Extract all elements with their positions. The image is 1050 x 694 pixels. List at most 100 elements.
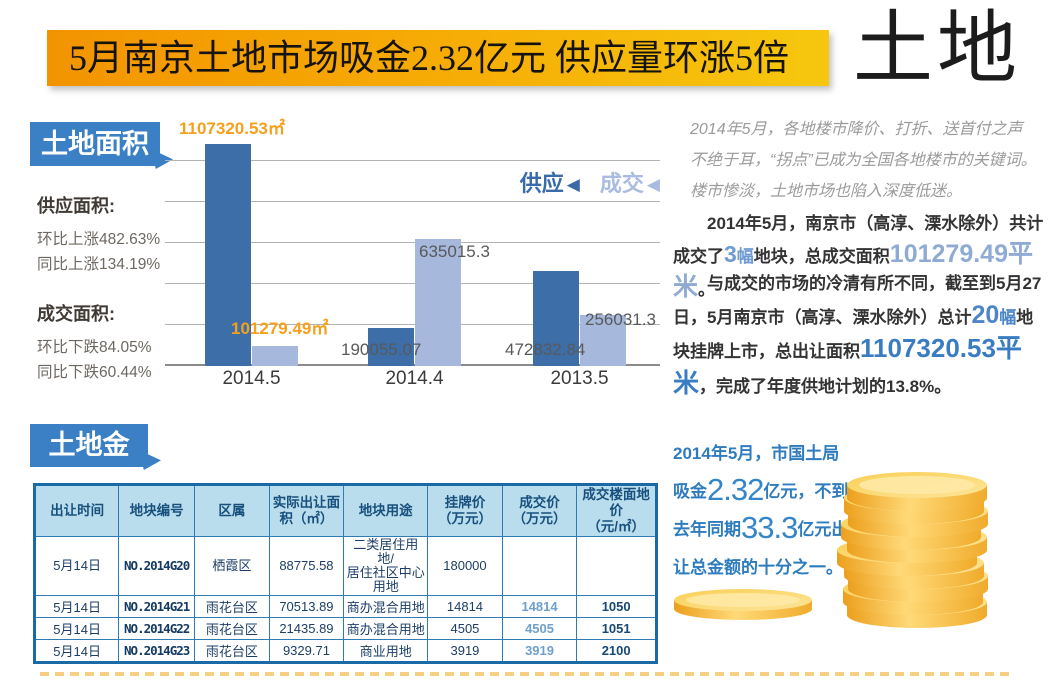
table-cell: 5月14日 — [33, 536, 120, 596]
table-cell: 3919 — [501, 639, 578, 663]
bar-value-label: 101279.49㎡ — [231, 319, 329, 338]
bar-deal-2014.5 — [252, 346, 298, 366]
bar-deal-2014.4 — [415, 239, 461, 366]
table-cell — [576, 536, 657, 596]
category-label: 2013.5 — [550, 368, 609, 389]
table-header-cell: 成交价 （万元） — [501, 484, 578, 537]
money-note-line: 去年同期33.3亿元出 — [673, 510, 849, 545]
table-cell: NO.2014G22 — [118, 617, 196, 640]
gridline — [165, 201, 660, 202]
table-cell: 14814 — [501, 595, 578, 618]
table-cell: NO.2014G21 — [118, 595, 196, 618]
bar-value-label: 1107320.53㎡ — [179, 119, 285, 138]
table-cell: 雨花台区 — [194, 595, 270, 618]
bottom-dashed-divider — [40, 672, 1012, 676]
table-cell: 商业用地 — [343, 639, 429, 663]
table-cell: 9329.71 — [268, 639, 345, 663]
legend-supply-arrow-icon: ◀ — [566, 175, 580, 194]
legend-supply: 供应 ◀ — [519, 171, 580, 196]
area-stats: 供应面积: 环比上涨482.63% 同比上涨134.19% 成交面积: 环比下跌… — [37, 192, 177, 385]
coins-illustration — [674, 472, 988, 628]
page-title: 5月南京土地市场吸金2.32亿元 供应量环涨5倍 — [69, 38, 790, 78]
gridline — [165, 242, 660, 243]
money-note: 2014年5月，市国土局 吸金2.32亿元，不到 去年同期33.3亿元出 让总金… — [673, 433, 903, 585]
category-label: 2014.4 — [385, 368, 444, 389]
table-cell: 88775.58 — [268, 536, 345, 596]
land-area-badge: 土地面积 — [30, 122, 160, 166]
bar-supply-2014.5 — [205, 144, 251, 366]
deal-area-heading: 成交面积: — [37, 304, 115, 324]
deal-area-mom: 环比下跌84.05% — [37, 339, 152, 356]
money-note-line: 让总金额的十分之一。 — [673, 558, 843, 577]
table-cell: 1050 — [576, 595, 657, 618]
table-cell: 4505 — [427, 617, 503, 640]
table-cell: 70513.89 — [268, 595, 345, 618]
bar-supply-2013.5 — [533, 271, 579, 366]
table-header: 出让时间 地块编号 区属 实际出让面 积（㎡） 地块用途 挂牌价 （万元） 成交价 （万元）… — [33, 484, 657, 537]
table-cell: 商办混合用地 — [343, 617, 429, 640]
supply-area-heading: 供应面积: — [37, 196, 115, 216]
supply-area-yoy: 同比上涨134.19% — [37, 256, 161, 273]
table-cell: 栖霞区 — [194, 536, 270, 596]
land-money-badge: 土地金 — [30, 424, 148, 467]
bar-value-label: 472832.84 — [505, 340, 586, 359]
table-row: 5月14日 NO.2014G22 雨花台区 21435.89 商办混合用地 4505 450… — [33, 617, 657, 640]
bar-deal-2013.5 — [580, 315, 626, 366]
chart-legend: 供应 ◀ 成交 ◀ — [520, 166, 660, 198]
coin — [674, 589, 812, 620]
supply-count-highlight: 20 — [971, 300, 1000, 329]
gridline — [165, 283, 660, 284]
table-cell: 雨花台区 — [194, 617, 270, 640]
deal-summary-paragraph: 2014年5月，南京市（高淳、溧水除外）共计成交了3幅地块，总成交面积10127… — [673, 214, 1044, 301]
bar-value-label: 256031.3 — [585, 310, 656, 329]
table-cell: 14814 — [427, 595, 503, 618]
supply-area-mom: 环比上涨482.63% — [37, 231, 161, 248]
table-header-cell: 地块编号 — [118, 484, 196, 537]
table-header-cell: 区属 — [194, 484, 270, 537]
table-row: 5月14日 NO.2014G23 雨花台区 9329.71 商业用地 3919 3919 21… — [33, 639, 657, 663]
category-label: 2014.5 — [222, 368, 281, 389]
land-deals-table: 出让时间 地块编号 区属 实际出让面 积（㎡） 地块用途 挂牌价 （万元） 成交价 （万元）… — [33, 483, 658, 664]
table-header-cell: 地块用途 — [343, 484, 429, 537]
table-cell: 商办混合用地 — [343, 595, 429, 618]
table-cell: 1051 — [576, 617, 657, 640]
last-year-amount-highlight: 33.3 — [741, 510, 798, 545]
table-cell: NO.2014G20 — [118, 536, 196, 596]
table-cell: NO.2014G23 — [118, 639, 196, 663]
table-cell: 21435.89 — [268, 617, 345, 640]
legend-deal-arrow-icon: ◀ — [646, 175, 660, 194]
table-cell: 180000 — [427, 536, 503, 596]
land-area-badge-label: 土地面积 — [41, 129, 149, 159]
table-header-cell: 成交楼面地价 （元/㎡） — [576, 484, 657, 537]
bar-value-label: 190055.07 — [341, 340, 422, 359]
page-tag-title: 土地 — [853, 6, 1021, 94]
table-cell: 二类居住用地/ 居住社区中心 用地 — [343, 536, 429, 596]
gridline — [165, 160, 660, 161]
market-intro-paragraph: 2014年5月，各地楼市降价、打折、送首付之声不绝于耳，“拐点”已成为全国各地楼… — [690, 121, 1037, 200]
table-header-cell: 挂牌价 （万元） — [427, 484, 503, 537]
table-cell: 5月14日 — [33, 595, 120, 618]
money-note-line: 吸金2.32亿元，不到 — [673, 472, 849, 507]
deal-area-highlight: 101279.49平米 — [673, 240, 1033, 301]
table-cell: 5月14日 — [33, 617, 120, 640]
supply-area-highlight: 1107320.53平米 — [673, 333, 1022, 398]
deal-area-yoy: 同比下跌60.44% — [37, 364, 152, 381]
table-cell: 雨花台区 — [194, 639, 270, 663]
gridline — [165, 324, 660, 325]
money-note-line: 2014年5月，市国土局 — [673, 444, 840, 463]
table-cell: 5月14日 — [33, 639, 120, 663]
bar-chart: 供应 ◀ 成交 ◀ 2014.5 2014.4 2013.5 1107320.53㎡ 101… — [165, 119, 660, 396]
land-money-badge-label: 土地金 — [48, 430, 130, 460]
table-header-cell: 出让时间 — [33, 484, 120, 537]
table-header-cell: 实际出让面 积（㎡） — [268, 484, 345, 537]
table-cell: 2100 — [576, 639, 657, 663]
bar-value-label: 635015.3 — [419, 242, 490, 261]
table-cell: 3919 — [427, 639, 503, 663]
supply-summary-paragraph: 与成交的市场的冷清有所不同，截至到5月27日，5月南京市（高淳、溧水除外）总计2… — [673, 274, 1042, 398]
header-banner: 5月南京土地市场吸金2.32亿元 供应量环涨5倍 — [47, 30, 829, 86]
table-cell — [501, 536, 578, 596]
table-cell: 4505 — [501, 617, 578, 640]
deal-count-highlight: 3 — [724, 241, 737, 267]
revenue-amount-highlight: 2.32 — [707, 472, 764, 507]
